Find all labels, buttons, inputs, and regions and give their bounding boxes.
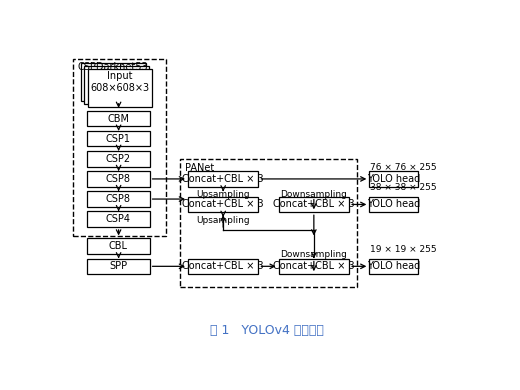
Text: YOLO head: YOLO head	[367, 261, 420, 271]
Text: Concat+CBL × 3: Concat+CBL × 3	[183, 174, 264, 184]
Text: Concat+CBL × 3: Concat+CBL × 3	[183, 261, 264, 271]
Text: 19 × 19 × 255: 19 × 19 × 255	[370, 245, 436, 254]
Text: Concat+CBL × 3: Concat+CBL × 3	[183, 199, 264, 209]
Bar	[188, 259, 258, 274]
Bar	[188, 171, 258, 187]
Text: CSPDarknet53: CSPDarknet53	[78, 62, 149, 73]
Bar	[87, 111, 150, 126]
Bar	[87, 191, 150, 207]
Text: SPP: SPP	[109, 261, 127, 271]
Text: Downsampling: Downsampling	[280, 190, 347, 199]
Text: 76 × 76 × 255: 76 × 76 × 255	[370, 163, 436, 172]
Text: CSP2: CSP2	[106, 154, 131, 164]
Bar	[279, 197, 349, 212]
Text: 图 1   YOLOv4 网络结构: 图 1 YOLOv4 网络结构	[210, 324, 323, 337]
Bar	[87, 171, 150, 187]
Bar	[87, 259, 150, 274]
Bar	[369, 197, 418, 212]
Bar	[87, 151, 150, 167]
Text: Upsampling: Upsampling	[197, 190, 250, 199]
Text: Concat+CBL × 3: Concat+CBL × 3	[273, 261, 355, 271]
Text: CBL: CBL	[109, 241, 128, 251]
Bar	[369, 171, 418, 187]
Text: CSP8: CSP8	[106, 194, 131, 204]
Bar	[73, 59, 166, 236]
Text: CSP1: CSP1	[106, 134, 131, 144]
Text: CBM: CBM	[108, 113, 129, 124]
Bar	[279, 259, 349, 274]
Text: Concat+CBL × 3: Concat+CBL × 3	[273, 199, 355, 209]
Text: CSP4: CSP4	[106, 214, 131, 224]
Bar	[180, 160, 357, 287]
Bar	[84, 66, 149, 104]
Text: Input
608×608×3: Input 608×608×3	[90, 71, 149, 93]
Text: PANet: PANet	[185, 163, 214, 173]
Bar	[81, 63, 146, 101]
Bar	[87, 238, 150, 254]
Text: Upsampling: Upsampling	[197, 216, 250, 225]
Bar	[87, 131, 150, 147]
Bar	[87, 69, 152, 107]
Text: YOLO head: YOLO head	[367, 174, 420, 184]
Bar	[87, 211, 150, 227]
Bar	[369, 259, 418, 274]
Bar	[188, 197, 258, 212]
Text: Downsampling: Downsampling	[280, 250, 347, 259]
Text: YOLO head: YOLO head	[367, 199, 420, 209]
Text: CSP8: CSP8	[106, 174, 131, 184]
Text: 38 × 38 × 255: 38 × 38 × 255	[370, 183, 436, 192]
